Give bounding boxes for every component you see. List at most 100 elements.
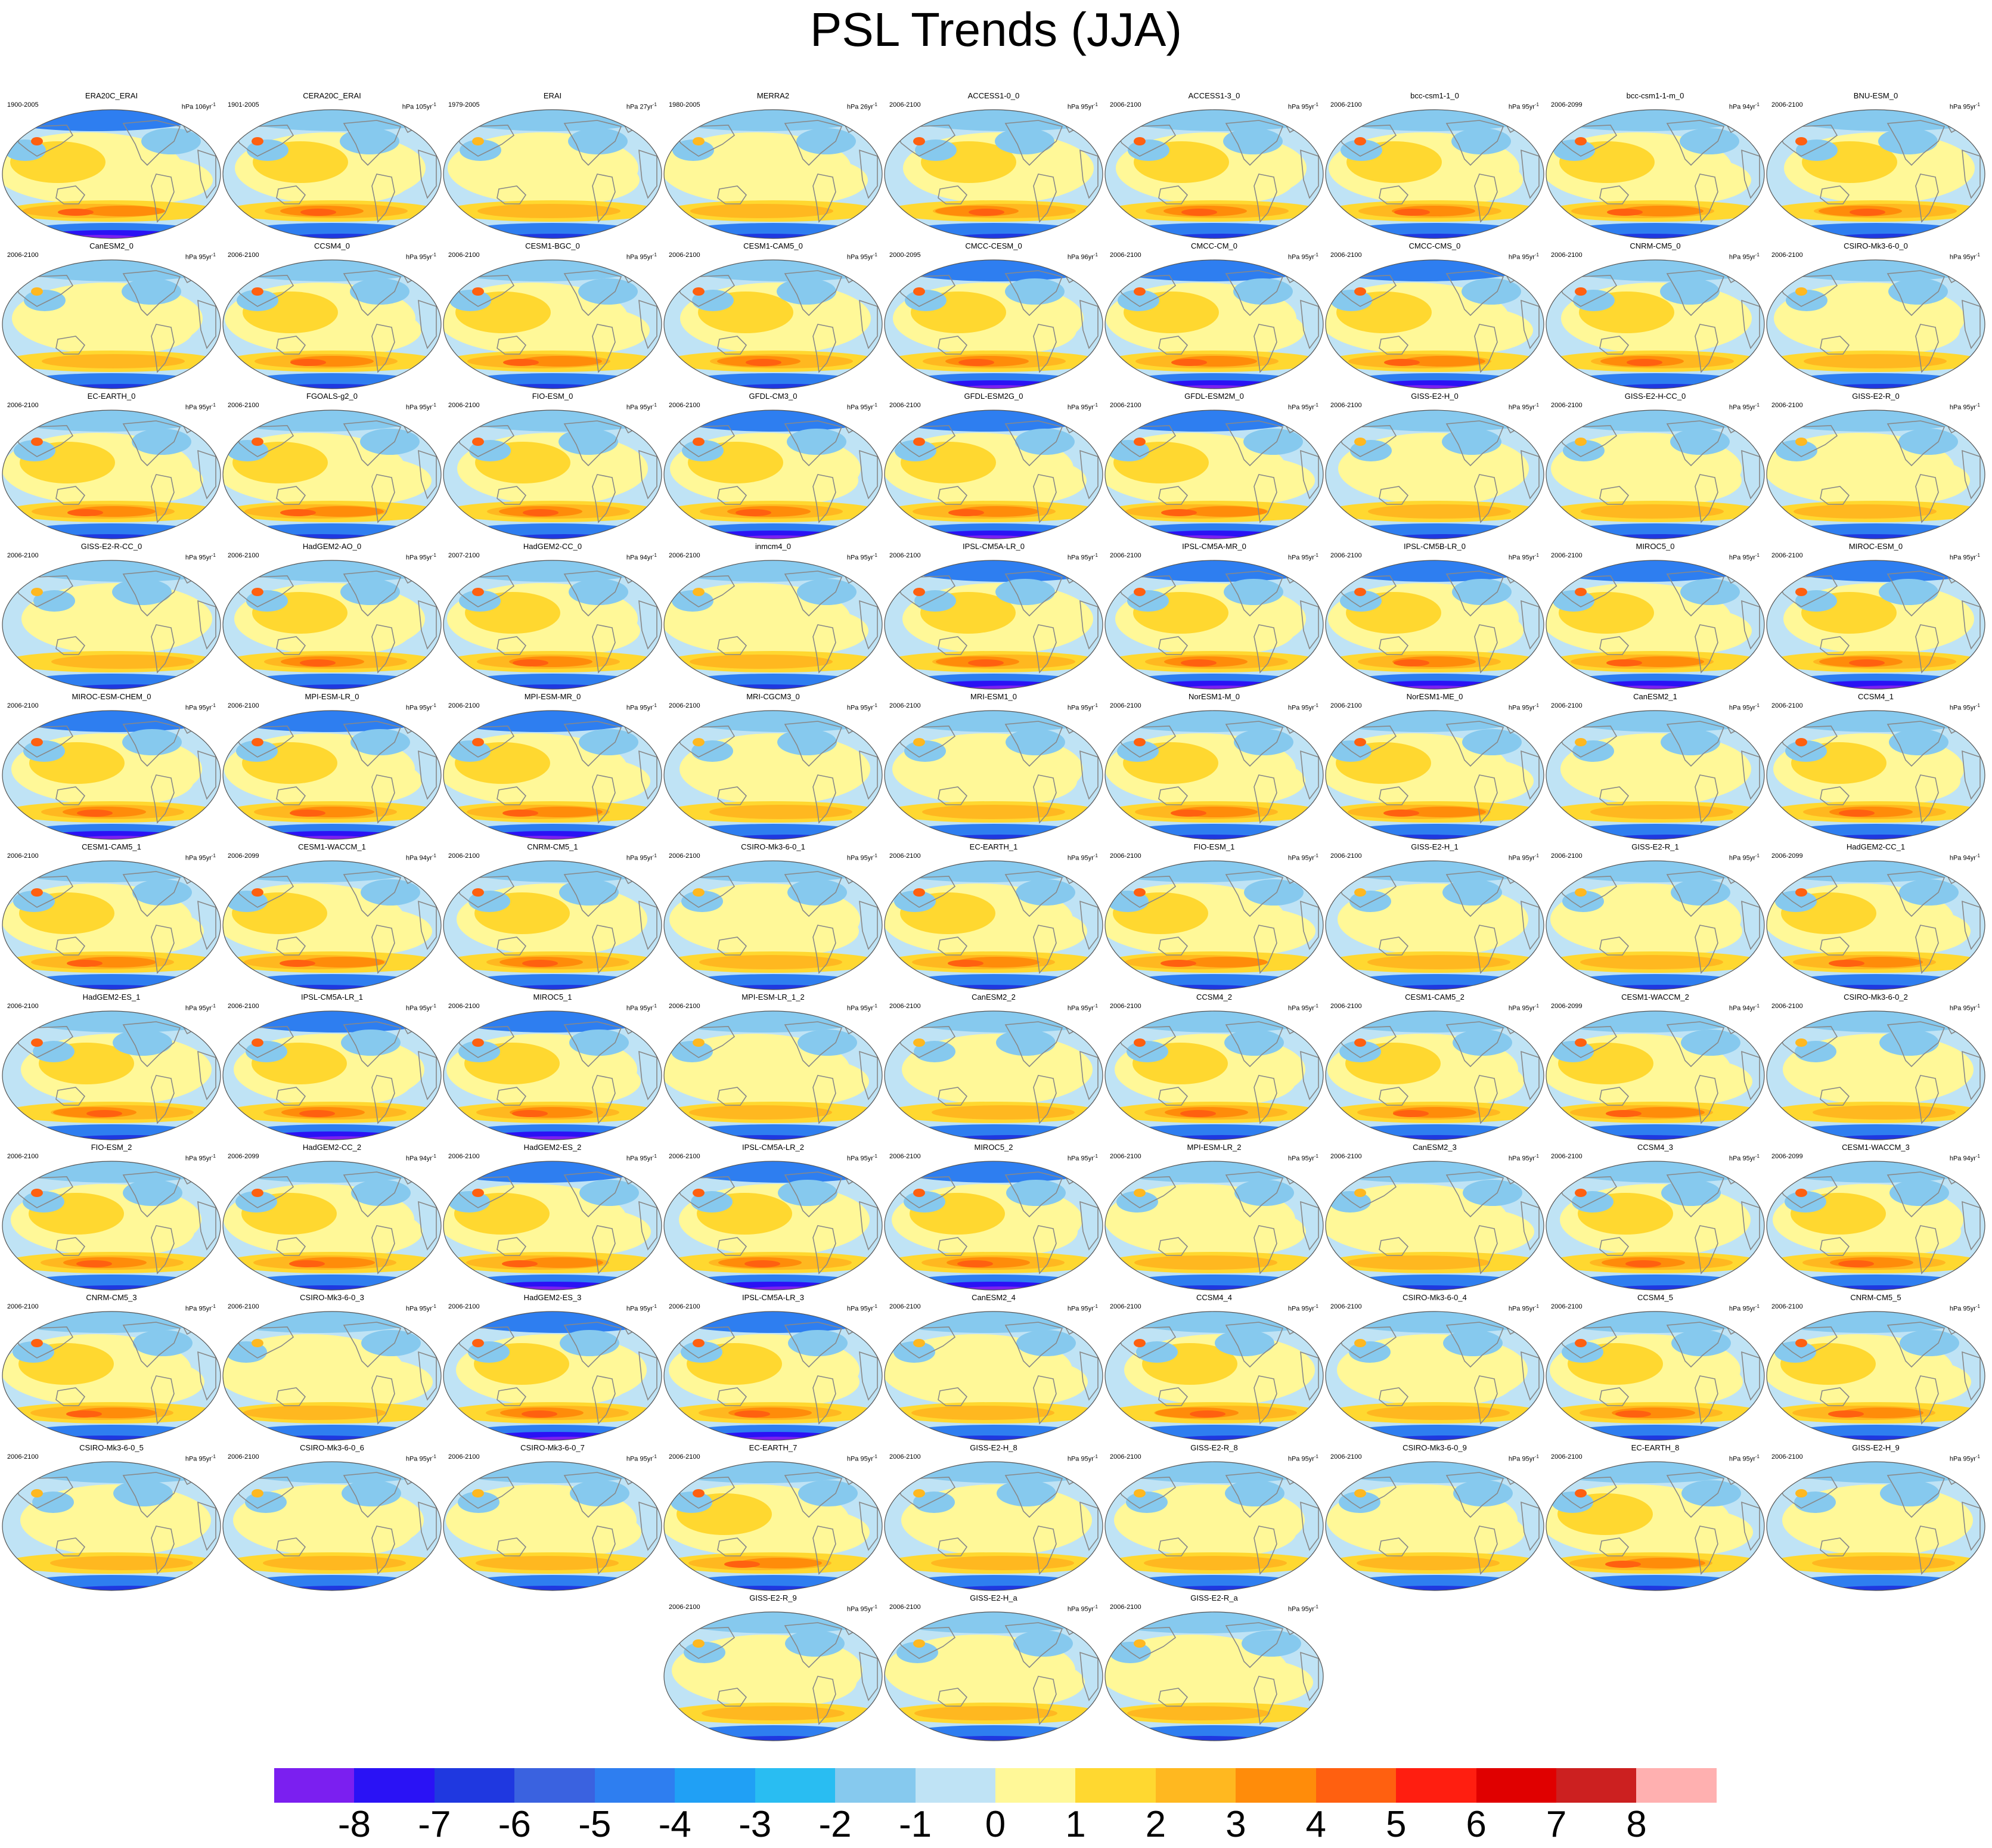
colorbar-box [1236, 1768, 1316, 1803]
map-panel: CNRM-CM5_1 2006-2100 hPa 95yr-1 [442, 842, 663, 991]
map-panel: MPI-ESM-LR_2 2006-2100 hPa 95yr-1 [1104, 1142, 1324, 1291]
panel-title: CNRM-CM5_3 [86, 1293, 137, 1302]
panel-period: 2006-2100 [448, 1153, 480, 1160]
map-panel: CanESM2_0 2006-2100 hPa 95yr-1 [1, 241, 222, 390]
panel-title: EC-EARTH_8 [1631, 1443, 1680, 1452]
panel-title: IPSL-CM5A-LR_0 [962, 542, 1025, 551]
panel-period: 2006-2100 [7, 702, 39, 709]
panel-title: GISS-E2-H-CC_0 [1624, 392, 1686, 401]
panel-period: 2006-2100 [1771, 552, 1803, 559]
map-panel: FIO-ESM_2 2006-2100 hPa 95yr-1 [1, 1142, 222, 1291]
psl-trend-map [2, 410, 221, 539]
panel-title: CNRM-CM5_0 [1630, 241, 1681, 250]
coastline-outlines [1556, 266, 1760, 373]
map-panel: GISS-E2-H-CC_0 2006-2100 hPa 95yr-1 [1545, 391, 1766, 540]
panel-unit: hPa 95yr-1 [1067, 1003, 1098, 1012]
colorbar-tick-label: -2 [818, 1804, 852, 1845]
trend-field [1767, 1161, 1985, 1290]
map-panel: MERRA2 1980-2005 hPa 26yr-1 [663, 91, 883, 240]
panel-unit: hPa 95yr-1 [626, 1154, 657, 1162]
psl-trend-map [1325, 109, 1544, 239]
panel-unit: hPa 95yr-1 [1949, 1003, 1980, 1012]
panel-title: GFDL-CM3_0 [749, 392, 798, 401]
map-panel: CSIRO-Mk3-6-0_3 2006-2100 hPa 95yr-1 [222, 1292, 442, 1441]
map-panel: CSIRO-Mk3-6-0_7 2006-2100 hPa 95yr-1 [442, 1443, 663, 1592]
panel-period: 2006-2100 [1771, 252, 1803, 259]
map-panel: GISS-E2-R_8 2006-2100 hPa 95yr-1 [1104, 1443, 1324, 1592]
panel-period: 2006-2100 [1110, 852, 1141, 860]
coastline-outlines [1776, 1468, 1981, 1575]
map-panel: GISS-E2-R_0 2006-2100 hPa 95yr-1 [1766, 391, 1986, 540]
panel-period: 1900-2005 [7, 101, 39, 108]
panel-title: MPI-ESM-LR_2 [1187, 1143, 1242, 1152]
panel-unit: hPa 95yr-1 [1949, 402, 1980, 411]
panel-period: 2006-2100 [1551, 552, 1583, 559]
panel-title: CCSM4_2 [1196, 993, 1232, 1001]
panel-title: CCSM4_1 [1858, 692, 1894, 701]
coastline-outlines [1556, 1168, 1760, 1275]
panel-unit: hPa 95yr-1 [185, 1003, 216, 1012]
panel-period: 2006-2100 [1551, 702, 1583, 709]
panel-title: CanESM2_1 [1633, 692, 1677, 701]
panel-unit: hPa 95yr-1 [1508, 102, 1539, 111]
panel-title: CanESM2_4 [972, 1293, 1016, 1302]
psl-trend-map [884, 1461, 1103, 1591]
map-panel: GISS-E2-H_a 2006-2100 hPa 95yr-1 [883, 1593, 1104, 1742]
colorbar-box [755, 1768, 836, 1803]
trend-field [223, 260, 441, 389]
panel-period: 2006-2100 [448, 852, 480, 860]
panel-title: GISS-E2-H_8 [970, 1443, 1017, 1452]
panel-unit: hPa 95yr-1 [1067, 703, 1098, 712]
panel-period: 2000-2095 [889, 252, 921, 259]
coastline-outlines [453, 1168, 657, 1275]
map-panel: CMCC-CMS_0 2006-2100 hPa 95yr-1 [1324, 241, 1545, 390]
map-panel: HadGEM2-ES_1 2006-2100 hPa 95yr-1 [1, 992, 222, 1141]
panel-period: 2006-2100 [889, 1604, 921, 1611]
psl-trend-map [1546, 410, 1765, 539]
panel-title: CSIRO-Mk3-6-0_6 [300, 1443, 364, 1452]
map-panel: CNRM-CM5_0 2006-2100 hPa 95yr-1 [1545, 241, 1766, 390]
psl-trend-map [1766, 560, 1985, 690]
map-panel: MPI-ESM-MR_0 2006-2100 hPa 95yr-1 [442, 692, 663, 841]
panel-unit: hPa 95yr-1 [405, 553, 436, 562]
panel-title: CSIRO-Mk3-6-0_7 [520, 1443, 585, 1452]
psl-trend-map [884, 1010, 1103, 1140]
panel-title: EC-EARTH_7 [749, 1443, 798, 1452]
psl-trend-map [443, 710, 662, 840]
map-panel: CERA20C_ERAI 1901-2005 hPa 105yr-1 [222, 91, 442, 240]
panel-title: CSIRO-Mk3-6-0_9 [1403, 1443, 1467, 1452]
psl-trend-map [222, 109, 442, 239]
panel-title: MPI-ESM-MR_0 [524, 692, 581, 701]
panel-title: CMCC-CESM_0 [965, 241, 1022, 250]
psl-trend-map [663, 1161, 883, 1291]
trend-field [1326, 1311, 1544, 1440]
psl-trend-map [1546, 109, 1765, 239]
panel-period: 2006-2100 [1771, 1453, 1803, 1461]
map-panel: GISS-E2-R-CC_0 2006-2100 hPa 95yr-1 [1, 541, 222, 690]
panel-title: GISS-E2-R_0 [1852, 392, 1900, 401]
panel-unit: hPa 95yr-1 [1067, 102, 1098, 111]
panel-period: 2006-2100 [1330, 1153, 1362, 1160]
map-panel: GFDL-ESM2M_0 2006-2100 hPa 95yr-1 [1104, 391, 1324, 540]
panel-period: 2006-2100 [1330, 101, 1362, 108]
trend-field [1326, 560, 1544, 689]
panel-unit: hPa 95yr-1 [1508, 1454, 1539, 1463]
map-panel: MRI-CGCM3_0 2006-2100 hPa 95yr-1 [663, 692, 883, 841]
colorbar-box [1396, 1768, 1476, 1803]
panel-title: CanESM2_0 [89, 241, 134, 250]
panel-period: 2006-2100 [1110, 1604, 1141, 1611]
panel-unit: hPa 95yr-1 [405, 1304, 436, 1313]
panel-unit: hPa 95yr-1 [1287, 1154, 1318, 1162]
psl-trend-map [2, 1161, 221, 1291]
panel-period: 2007-2100 [448, 552, 480, 559]
panel-period: 2006-2100 [1551, 1303, 1583, 1310]
coastline-outlines [1556, 867, 1760, 974]
panel-unit: hPa 95yr-1 [1729, 1454, 1760, 1463]
panel-unit: hPa 95yr-1 [1949, 252, 1980, 261]
panel-period: 2006-2100 [228, 402, 259, 409]
coastline-outlines [894, 1318, 1099, 1425]
map-panel: IPSL-CM5A-LR_0 2006-2100 hPa 95yr-1 [883, 541, 1104, 690]
psl-trend-map [1766, 109, 1985, 239]
panel-unit: hPa 95yr-1 [185, 402, 216, 411]
panel-title: CSIRO-Mk3-6-0_1 [741, 842, 805, 851]
